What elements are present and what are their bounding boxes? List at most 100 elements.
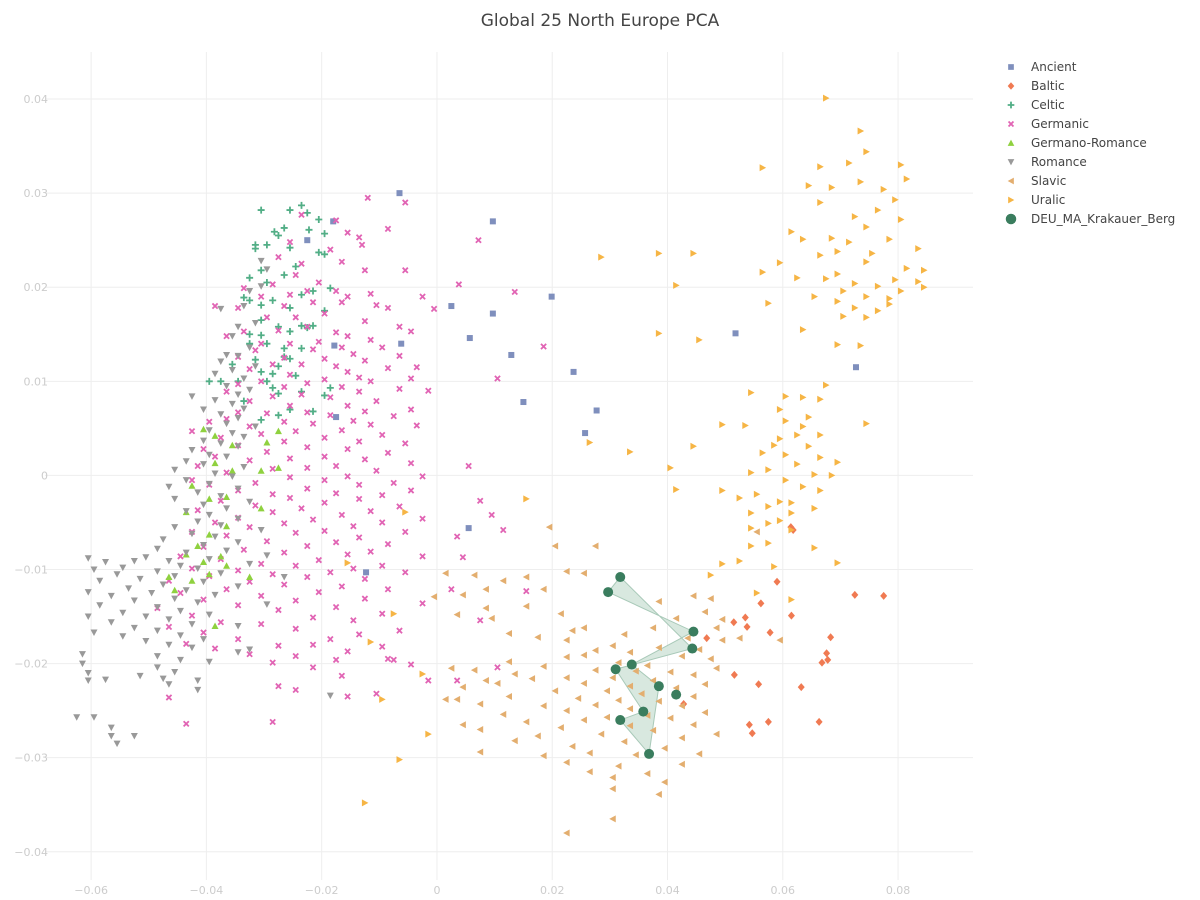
data-point — [689, 671, 697, 679]
data-point — [897, 161, 905, 169]
x-tick-label: 0.04 — [655, 884, 680, 897]
data-point — [327, 569, 334, 576]
legend-item[interactable]: Slavic — [1007, 174, 1067, 188]
data-point — [851, 304, 859, 312]
legend-item[interactable]: Germano-Romance — [1007, 136, 1147, 150]
data-point — [338, 299, 346, 306]
data-point — [211, 453, 219, 460]
data-point — [776, 636, 783, 644]
data-point — [713, 624, 720, 632]
legend[interactable]: Ancient Baltic Celtic Germanic Germano-Roman… — [1005, 60, 1176, 226]
legend-symbol — [1007, 139, 1015, 146]
data-point — [286, 244, 294, 252]
data-point — [176, 562, 184, 570]
data-point — [269, 508, 276, 516]
data-point — [834, 297, 842, 305]
data-point — [309, 516, 317, 523]
data-point — [447, 664, 455, 672]
data-point — [211, 519, 219, 526]
data-point — [788, 499, 795, 507]
data-point — [280, 574, 288, 581]
data-point — [568, 742, 576, 750]
data-point — [228, 430, 236, 437]
data-point — [194, 489, 202, 496]
data-point — [667, 464, 674, 472]
data-point — [765, 466, 772, 474]
data-point — [326, 692, 334, 700]
data-point — [425, 677, 432, 684]
data-point — [332, 462, 340, 470]
data-point — [274, 464, 282, 471]
data-point — [321, 230, 329, 238]
data-point — [274, 362, 282, 370]
legend-item[interactable]: Ancient — [1008, 60, 1077, 74]
data-point — [598, 253, 605, 261]
data-point — [689, 693, 697, 701]
data-point — [332, 538, 340, 546]
data-point — [582, 430, 589, 437]
data-point — [269, 490, 276, 498]
data-point — [194, 686, 202, 694]
legend-item[interactable]: Baltic — [1007, 79, 1065, 93]
data-point — [171, 495, 179, 503]
data-point — [304, 323, 311, 330]
legend-item[interactable]: Uralic — [1008, 193, 1065, 207]
data-point — [176, 656, 184, 664]
data-point — [246, 523, 253, 531]
data-point — [743, 622, 751, 631]
data-point — [73, 714, 81, 721]
data-point — [217, 493, 225, 500]
data-point — [540, 343, 547, 350]
data-point — [96, 602, 104, 609]
data-point — [563, 567, 570, 575]
data-point — [344, 648, 351, 655]
data-point — [119, 609, 127, 617]
data-point — [292, 529, 299, 537]
data-point — [228, 360, 236, 368]
data-point — [269, 718, 276, 726]
legend-item[interactable]: DEU_MA_Krakauer_Berg — [1005, 212, 1176, 226]
legend-item[interactable]: Germanic — [1007, 117, 1089, 131]
data-point — [661, 778, 668, 786]
data-point — [205, 570, 213, 578]
data-point — [540, 585, 547, 593]
data-point — [557, 724, 564, 732]
series-deu-ma-krakauer-berg — [603, 572, 699, 759]
data-point — [321, 355, 328, 362]
data-point — [165, 558, 173, 565]
data-point — [252, 502, 259, 509]
data-point — [609, 773, 616, 781]
data-point — [551, 687, 559, 695]
gridlines — [45, 52, 973, 880]
data-point — [211, 302, 219, 310]
data-point — [130, 733, 138, 740]
legend-item[interactable]: Romance — [1007, 155, 1087, 169]
legend-item[interactable]: Celtic — [1007, 98, 1065, 112]
data-point — [580, 624, 587, 632]
data-point — [817, 251, 824, 259]
data-point — [280, 344, 288, 352]
data-point — [493, 679, 501, 687]
data-point — [534, 633, 541, 641]
data-point — [194, 542, 202, 549]
data-point — [211, 645, 219, 652]
legend-symbol — [1005, 213, 1017, 225]
series-celtic — [205, 201, 334, 424]
data-point — [788, 509, 795, 517]
data-point — [159, 675, 167, 683]
data-point — [217, 552, 225, 560]
legend-label: Baltic — [1031, 79, 1065, 93]
data-point — [270, 228, 278, 236]
data-point — [246, 560, 254, 568]
data-point — [373, 301, 380, 309]
data-point — [142, 638, 150, 645]
data-point — [701, 608, 708, 616]
data-point — [200, 629, 207, 636]
data-point — [811, 544, 818, 552]
data-point — [280, 549, 288, 556]
data-point — [407, 406, 415, 413]
data-point — [321, 376, 328, 383]
data-point — [776, 435, 784, 443]
data-point — [223, 469, 230, 476]
data-point — [505, 693, 512, 701]
